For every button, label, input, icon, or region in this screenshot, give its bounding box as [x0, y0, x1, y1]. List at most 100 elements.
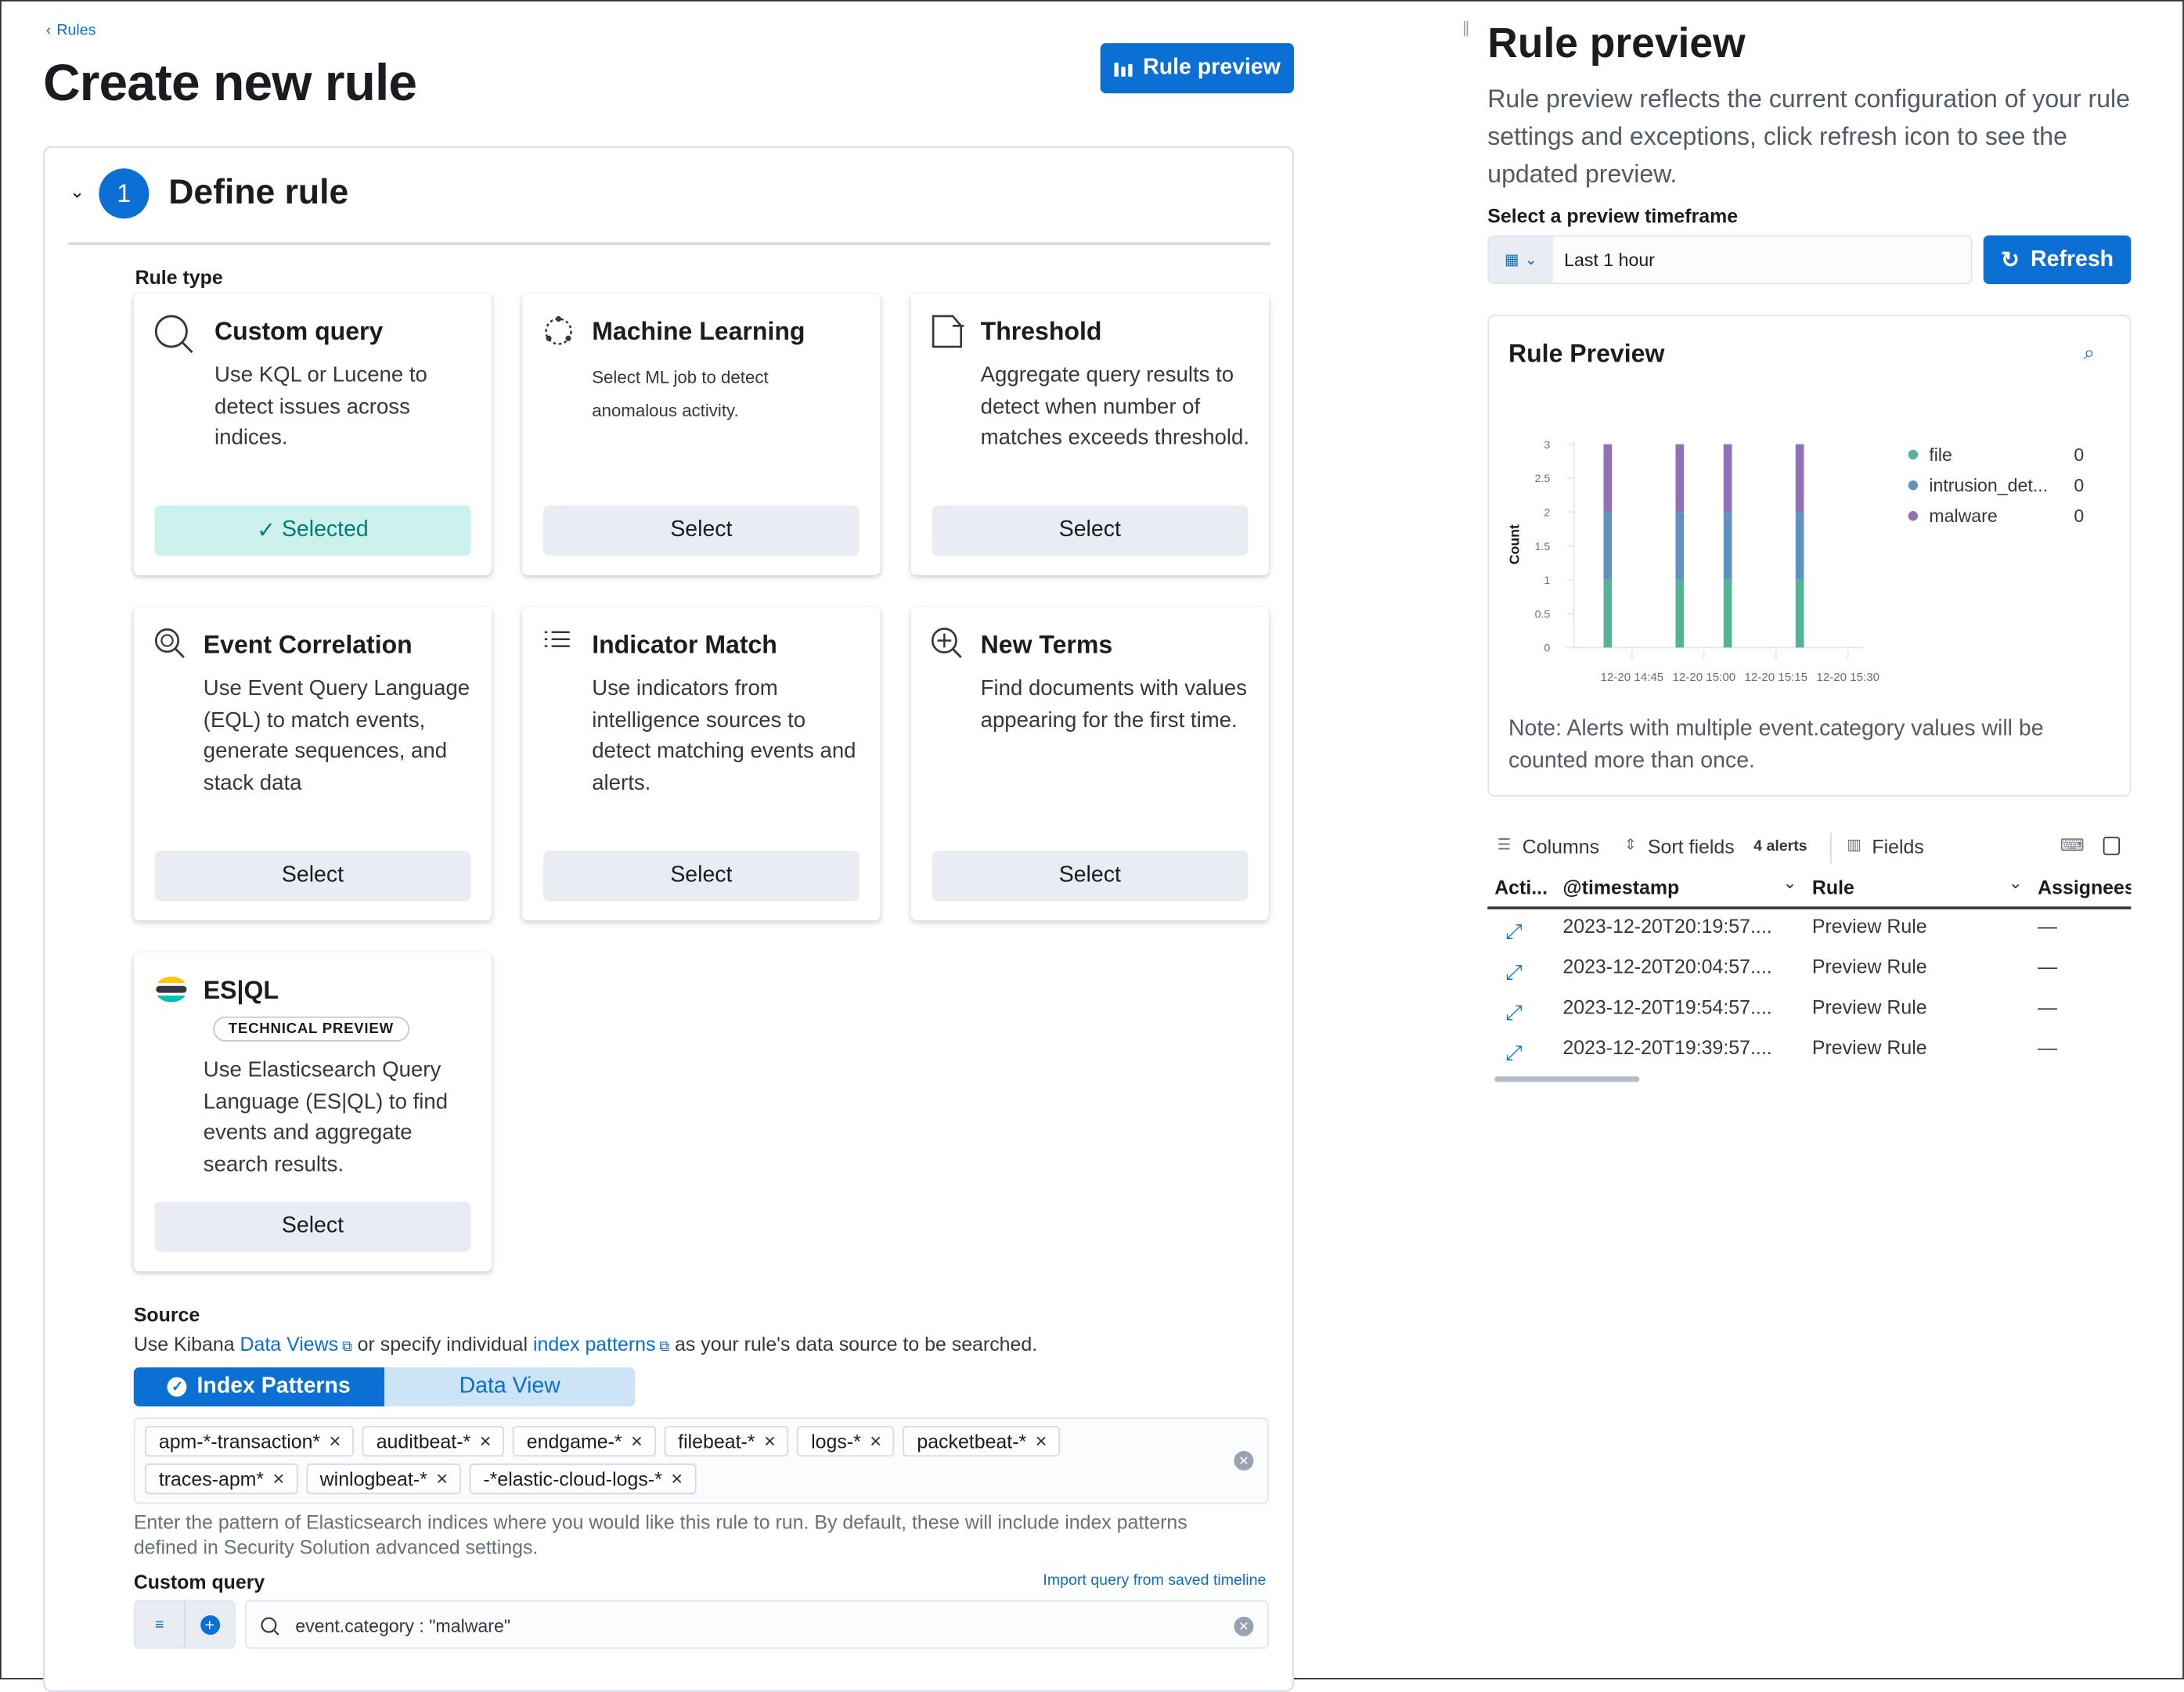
x-tick-label: 12-20 15:00: [1672, 671, 1735, 684]
resize-handle[interactable]: [1464, 20, 1469, 37]
legend-item[interactable]: file 0: [1907, 445, 2088, 466]
select-button[interactable]: Select: [154, 1201, 471, 1252]
expand-icon[interactable]: ⤢: [1505, 960, 1523, 985]
rule-preview-button[interactable]: Rule preview: [1100, 43, 1294, 94]
breadcrumb-rules[interactable]: ‹ Rules: [45, 22, 96, 39]
card-title: ES|QL: [203, 976, 279, 1004]
source-label: Source: [133, 1303, 200, 1326]
rule-card-new-terms[interactable]: New Terms Find documents with values app…: [910, 607, 1269, 921]
expand-icon[interactable]: ⤢: [1505, 1041, 1523, 1066]
expand-icon[interactable]: ⤢: [1505, 1001, 1523, 1025]
check-circle-icon: ✓: [168, 1377, 188, 1397]
legend-item[interactable]: malware 0: [1907, 506, 2088, 527]
legend-value: 0: [2074, 474, 2085, 496]
bar-segment-file: [1795, 579, 1804, 648]
column-header-timestamp[interactable]: @timestamp: [1562, 876, 1680, 898]
fields-button[interactable]: Fields: [1872, 835, 1924, 859]
legend-item[interactable]: intrusion_det... 0: [1907, 475, 2088, 497]
select-button[interactable]: Select: [154, 851, 471, 902]
fullscreen-icon[interactable]: [2103, 837, 2121, 855]
cell-rule: Preview Rule: [1811, 995, 1927, 1018]
bar-segment-malware: [1675, 444, 1685, 513]
step-title: Define rule: [168, 172, 349, 212]
clear-icon[interactable]: ✕: [1234, 1451, 1254, 1471]
ml-icon: [545, 315, 572, 345]
clear-icon[interactable]: ✕: [1234, 1616, 1254, 1636]
horizontal-scrollbar[interactable]: [1494, 1076, 1640, 1082]
inspect-icon[interactable]: ⌕: [2083, 340, 2095, 364]
cell-rule: Preview Rule: [1811, 1035, 1927, 1059]
divider: [1830, 833, 1832, 864]
select-button[interactable]: Select: [542, 851, 860, 902]
remove-icon[interactable]: ✕: [1034, 1433, 1048, 1451]
tab-data-view[interactable]: Data View: [384, 1367, 636, 1407]
rule-card-threshold[interactable]: Threshold Aggregate query results to det…: [910, 293, 1269, 575]
expand-icon[interactable]: ⤢: [1505, 920, 1523, 945]
timeframe-value: Last 1 hour: [1564, 249, 1655, 271]
calendar-dropdown[interactable]: ▦ ⌄: [1489, 236, 1553, 283]
remove-icon[interactable]: ✕: [328, 1433, 342, 1451]
y-tick-label: 2: [1544, 507, 1550, 520]
select-button[interactable]: Select: [932, 851, 1249, 902]
column-header-assignees[interactable]: Assignees: [2038, 876, 2132, 898]
bar-segment-file: [1675, 579, 1685, 648]
keyboard-icon[interactable]: ⌨: [2060, 835, 2085, 855]
cell-timestamp: 2023-12-20T20:04:57....: [1562, 955, 1772, 978]
add-filter-button[interactable]: +: [186, 1601, 234, 1647]
rule-card-custom-query[interactable]: Custom query Use KQL or Lucene to detect…: [133, 293, 492, 575]
timeframe-label: Select a preview timeframe: [1487, 204, 1739, 228]
timeframe-picker[interactable]: ▦ ⌄ Last 1 hour: [1487, 235, 1973, 284]
index-patterns-link[interactable]: index patterns: [532, 1332, 656, 1355]
rule-type-label: Rule type: [135, 265, 223, 289]
column-header-rule[interactable]: Rule: [1811, 876, 1854, 898]
remove-icon[interactable]: ✕: [435, 1471, 449, 1489]
index-pattern-chip: packetbeat-* ✕: [903, 1426, 1061, 1457]
selected-button[interactable]: ✓ Selected: [154, 505, 471, 556]
y-tick-label: 1.5: [1535, 541, 1551, 553]
y-axis-label: Count: [1508, 524, 1523, 565]
step-number: 1: [99, 168, 150, 219]
x-tick-label: 12-20 15:15: [1744, 671, 1807, 684]
rule-card-indicator-match[interactable]: Indicator Match Use indicators from inte…: [522, 607, 881, 921]
rule-card-esql[interactable]: ES|QL TECHNICAL PREVIEW Use Elasticsearc…: [133, 952, 492, 1272]
select-button[interactable]: Select: [542, 505, 860, 556]
card-description: Select ML job to detect anomalous activi…: [592, 367, 769, 421]
remove-icon[interactable]: ✕: [869, 1433, 882, 1451]
remove-icon[interactable]: ✕: [763, 1433, 777, 1451]
sort-fields-button[interactable]: Sort fields: [1647, 835, 1735, 859]
import-query-link[interactable]: Import query from saved timeline: [1043, 1571, 1267, 1589]
chevron-down-icon[interactable]: ⌄: [1782, 873, 1797, 893]
filter-icon[interactable]: ≡: [135, 1601, 186, 1647]
remove-icon[interactable]: ✕: [670, 1471, 683, 1489]
chevron-down-icon[interactable]: ⌄: [2008, 873, 2023, 893]
preview-note: Note: Alerts with multiple event.categor…: [1508, 717, 2044, 773]
y-tick-label: 3: [1544, 439, 1550, 452]
index-patterns-combobox[interactable]: apm-*-transaction* ✕ auditbeat-* ✕ endgame-*…: [133, 1417, 1269, 1504]
legend-value: 0: [2074, 505, 2085, 527]
eql-icon: [154, 628, 185, 658]
rule-card-event-correlation[interactable]: Event Correlation Use Event Query Langua…: [133, 607, 492, 921]
y-tick-label: 2.5: [1535, 473, 1551, 485]
tab-index-patterns[interactable]: ✓ Index Patterns: [133, 1367, 385, 1407]
rule-card-machine-learning[interactable]: Machine Learning Select ML job to detect…: [522, 293, 881, 575]
table-header: Acti... @timestamp ⌄ Rule ⌄ Assignees: [1487, 868, 2132, 909]
card-description: Find documents with values appearing for…: [980, 676, 1247, 733]
column-header-actions[interactable]: Acti...: [1494, 876, 1548, 898]
remove-icon[interactable]: ✕: [630, 1433, 643, 1451]
query-input[interactable]: event.category : "malware" ✕: [245, 1600, 1269, 1649]
data-views-link[interactable]: Data Views: [240, 1332, 339, 1355]
x-tick-label: 12-20 15:30: [1816, 671, 1879, 684]
page-title: Create new rule: [43, 54, 417, 112]
remove-icon[interactable]: ✕: [478, 1433, 492, 1451]
divider: [68, 242, 1270, 246]
refresh-button[interactable]: ↻ Refresh: [1983, 235, 2132, 284]
select-button[interactable]: Select: [932, 505, 1249, 556]
legend-dot-icon: [1908, 449, 1919, 460]
chevron-down-icon[interactable]: ⌄: [69, 181, 85, 202]
remove-icon[interactable]: ✕: [272, 1471, 286, 1489]
columns-button[interactable]: Columns: [1522, 835, 1600, 859]
table-row: ⤢ 2023-12-20T19:39:57.... Preview Rule —: [1487, 1035, 2131, 1075]
legend-label: intrusion_det...: [1929, 474, 2049, 496]
refresh-icon: ↻: [2000, 248, 2020, 272]
rule-preview-panel: Rule Preview ⌕ Note: Alerts with multipl…: [1487, 315, 2132, 797]
